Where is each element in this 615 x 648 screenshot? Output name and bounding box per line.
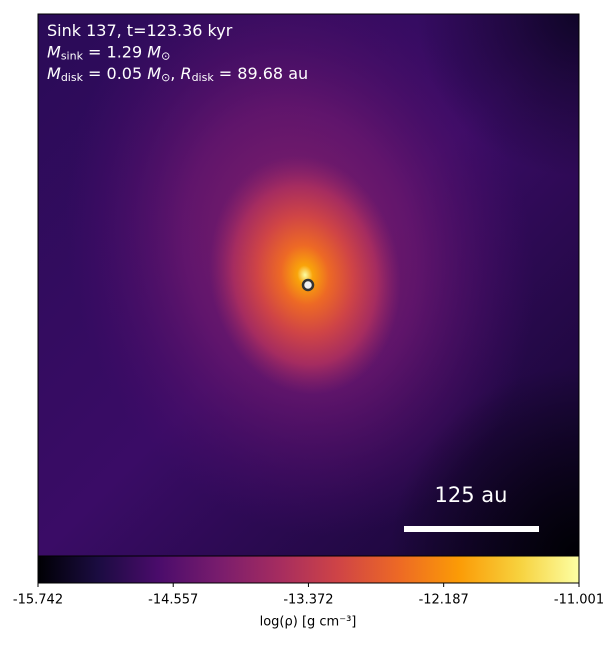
annotation-segment: M bbox=[47, 64, 61, 83]
tick-label: -12.187 bbox=[419, 593, 469, 608]
tick-label: -11.001 bbox=[554, 593, 604, 608]
scale-bar-label: 125 au bbox=[435, 483, 508, 507]
annotation-segment: disk bbox=[192, 71, 215, 84]
annotation-segment: ⊙ bbox=[161, 50, 170, 63]
annotation-segment: M bbox=[147, 42, 161, 61]
annotation-segment: R bbox=[180, 64, 191, 83]
annotation-segment: M bbox=[47, 42, 61, 61]
tick-label: -14.557 bbox=[148, 593, 198, 608]
annotation-line: Sink 137, t=123.36 kyr bbox=[47, 21, 233, 40]
annotation-segment: ⊙ bbox=[161, 71, 170, 84]
annotation-segment: M bbox=[147, 64, 161, 83]
tick-label: -13.372 bbox=[283, 593, 333, 608]
annotation-segment: = 89.68 au bbox=[214, 64, 308, 83]
annotation-segment: = 1.29 bbox=[83, 42, 147, 61]
annotation-segment: Sink 137, t=123.36 kyr bbox=[47, 21, 233, 40]
annotation-segment: , bbox=[170, 64, 180, 83]
annotation-line: Mdisk = 0.05 M⊙, Rdisk = 89.68 au bbox=[47, 64, 308, 85]
sink-marker bbox=[301, 278, 315, 292]
annotation-line: Msink = 1.29 M⊙ bbox=[47, 42, 170, 63]
annotation-segment: = 0.05 bbox=[83, 64, 147, 83]
colorbar-label: log(ρ) [g cm⁻³] bbox=[260, 615, 357, 630]
tick-label: -15.742 bbox=[13, 593, 63, 608]
annotation-segment: disk bbox=[61, 71, 84, 84]
annotation-segment: sink bbox=[61, 50, 84, 63]
colorbar: -15.742 -14.557 -13.372 -12.187 -11.001 bbox=[13, 555, 604, 608]
density-map: 125 au bbox=[38, 14, 579, 556]
colorbar-bar bbox=[37, 555, 580, 584]
